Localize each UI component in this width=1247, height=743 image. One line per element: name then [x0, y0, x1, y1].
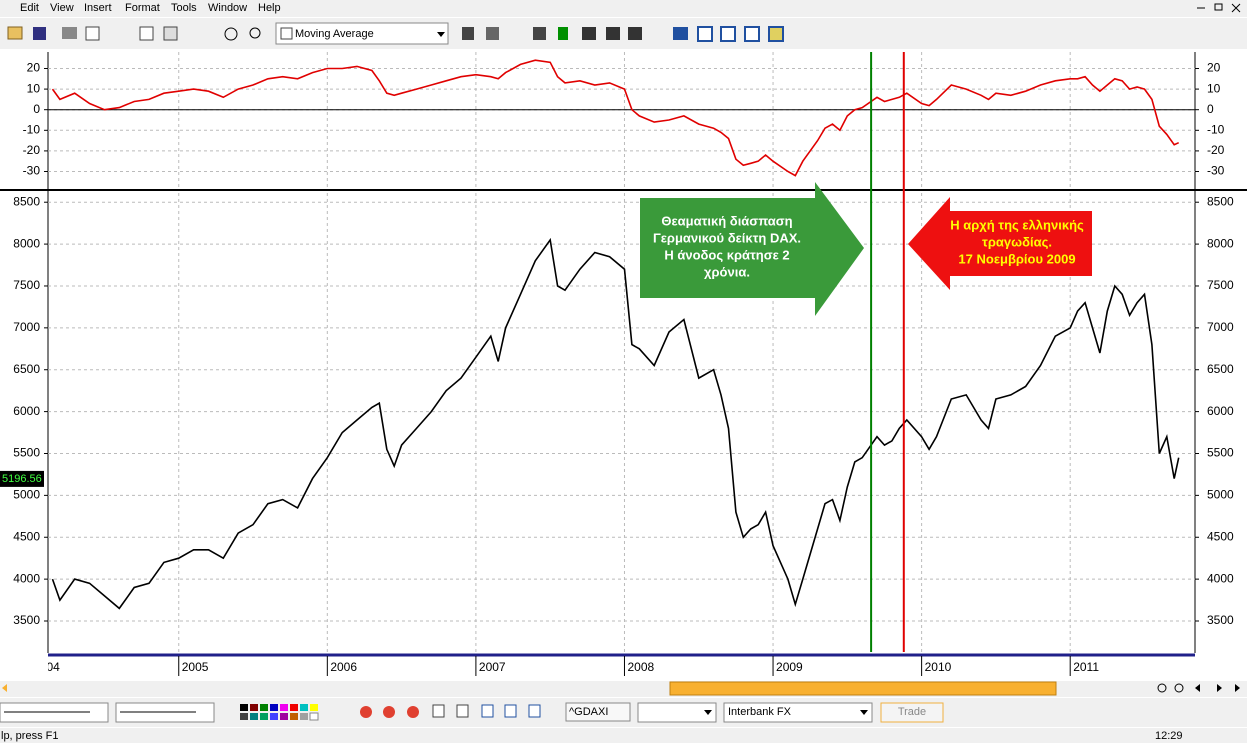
symbol-box[interactable]: [565, 702, 631, 722]
price-line: [51, 59, 1180, 177]
y-tick-label: 7000: [13, 320, 40, 334]
menu-item[interactable]: Help: [258, 2, 281, 14]
indicator-dropdown[interactable]: [275, 22, 449, 45]
trade-label[interactable]: Trade: [898, 706, 926, 718]
status-bar: [0, 728, 1247, 743]
dropdown[interactable]: [637, 702, 717, 723]
x-tick-label: 2008: [627, 660, 654, 674]
x-tick-label: 2011: [1073, 660, 1099, 674]
annotation-text: 17 Νοεμβρίου 2009: [958, 251, 1075, 266]
symbol[interactable]: ^GDAXI: [569, 706, 608, 718]
y-tick-label: 6000: [1207, 404, 1234, 418]
x-tick: 2005: [178, 656, 209, 676]
x-tick-label: 2004: [33, 660, 60, 674]
y-tick-label: 0: [1207, 102, 1214, 116]
frame: [0, 49, 1247, 52]
y-tick-label: 0: [33, 102, 40, 116]
y-tick-label: 7500: [1207, 278, 1234, 292]
menu-bar: [0, 0, 1247, 17]
y-tick-label: 20: [1207, 61, 1221, 75]
y-tick-label: -10: [1207, 122, 1225, 136]
status-message: lp, press F1: [1, 730, 58, 742]
y-tick-label: -30: [1207, 164, 1225, 178]
y-tick-label: 4500: [1207, 529, 1234, 543]
x-tick: 2010: [921, 656, 952, 676]
y-tick-label: 3500: [1207, 613, 1234, 627]
y-tick-label: 4000: [13, 571, 40, 585]
annotation-text: τραγωδίας.: [982, 234, 1052, 249]
y-tick-label: 7000: [1207, 320, 1234, 334]
y-tick-label: 8000: [13, 236, 40, 250]
toolbar: [0, 18, 1247, 49]
y-tick-label: 3500: [13, 613, 40, 627]
x-tick: 2004: [33, 660, 60, 674]
y-tick-label: 7500: [13, 278, 40, 292]
trade-button[interactable]: [880, 702, 944, 723]
y-tick-label: 5500: [1207, 446, 1234, 460]
y-tick-label: 8000: [1207, 236, 1234, 250]
red-arrow: [908, 197, 1092, 290]
x-tick: 2006: [326, 656, 357, 676]
time-axis: [0, 653, 1247, 681]
scrollbar[interactable]: [0, 681, 1247, 697]
status-time: 12:29: [1155, 730, 1183, 742]
zoom-controls[interactable]: [1157, 683, 1240, 693]
annotation-text: χρόνια.: [704, 264, 750, 279]
y-tick-label: 10: [27, 81, 41, 95]
y-tick-label: 20: [27, 61, 41, 75]
y-tick-label: 6500: [1207, 362, 1234, 376]
y-tick-label: 8500: [1207, 194, 1234, 208]
y-tick-label: 5000: [13, 488, 40, 502]
y-tick-label: -30: [23, 164, 41, 178]
x-tick-label: 2009: [776, 660, 803, 674]
annotation-text: Η άνοδος κράτησε 2: [664, 247, 789, 262]
indicator-name[interactable]: Moving Average: [295, 28, 374, 40]
x-tick: 2011: [1069, 656, 1099, 676]
y-tick-label: 4000: [1207, 571, 1234, 585]
y-tick-label: 4500: [13, 529, 40, 543]
last-price-label: 5196.56: [2, 473, 42, 485]
x-tick-label: 2010: [925, 660, 952, 674]
y-tick-label: 10: [1207, 81, 1221, 95]
color-palette[interactable]: [240, 704, 319, 721]
annotation-text: Θεαματική διάσπαση: [661, 213, 792, 228]
last-price-box: [0, 470, 44, 487]
window-controls[interactable]: [1197, 3, 1241, 13]
green-arrow: [640, 182, 864, 316]
menu-item[interactable]: Tools: [171, 2, 197, 14]
y-tick-label: 6500: [13, 362, 40, 376]
toolbar-icons[interactable]: [7, 22, 784, 45]
y-tick-label: -20: [1207, 143, 1225, 157]
y-tick-label: 8500: [13, 194, 40, 208]
browser-icons[interactable]: [360, 704, 541, 718]
annotation-text: Η αρχή της ελληνικής: [950, 217, 1084, 232]
feed[interactable]: Interbank FX: [728, 706, 792, 718]
scroll-thumb[interactable]: [669, 681, 1057, 696]
y-tick-label: 5000: [1207, 488, 1234, 502]
x-tick-label: 2006: [330, 660, 357, 674]
menu-item[interactable]: Edit: [20, 2, 39, 14]
menu-item[interactable]: View: [50, 2, 74, 14]
menu-item[interactable]: Insert: [84, 2, 112, 14]
y-tick-label: 6000: [13, 404, 40, 418]
menu-item[interactable]: Window: [208, 2, 247, 14]
x-tick-label: 2005: [182, 660, 209, 674]
menu-item[interactable]: Format: [125, 2, 160, 14]
annotation-text: Γερμανικού δείκτη DAX.: [653, 230, 801, 245]
y-tick-label: 5500: [13, 446, 40, 460]
x-tick: 2009: [772, 656, 803, 676]
x-tick: 2008: [623, 656, 654, 676]
y-tick-label: -20: [23, 143, 41, 157]
price-line: [51, 237, 1180, 610]
x-tick: 2007: [475, 656, 506, 676]
feed-dropdown[interactable]: [723, 702, 873, 723]
y-tick-label: -10: [23, 122, 41, 136]
x-tick-label: 2007: [479, 660, 506, 674]
